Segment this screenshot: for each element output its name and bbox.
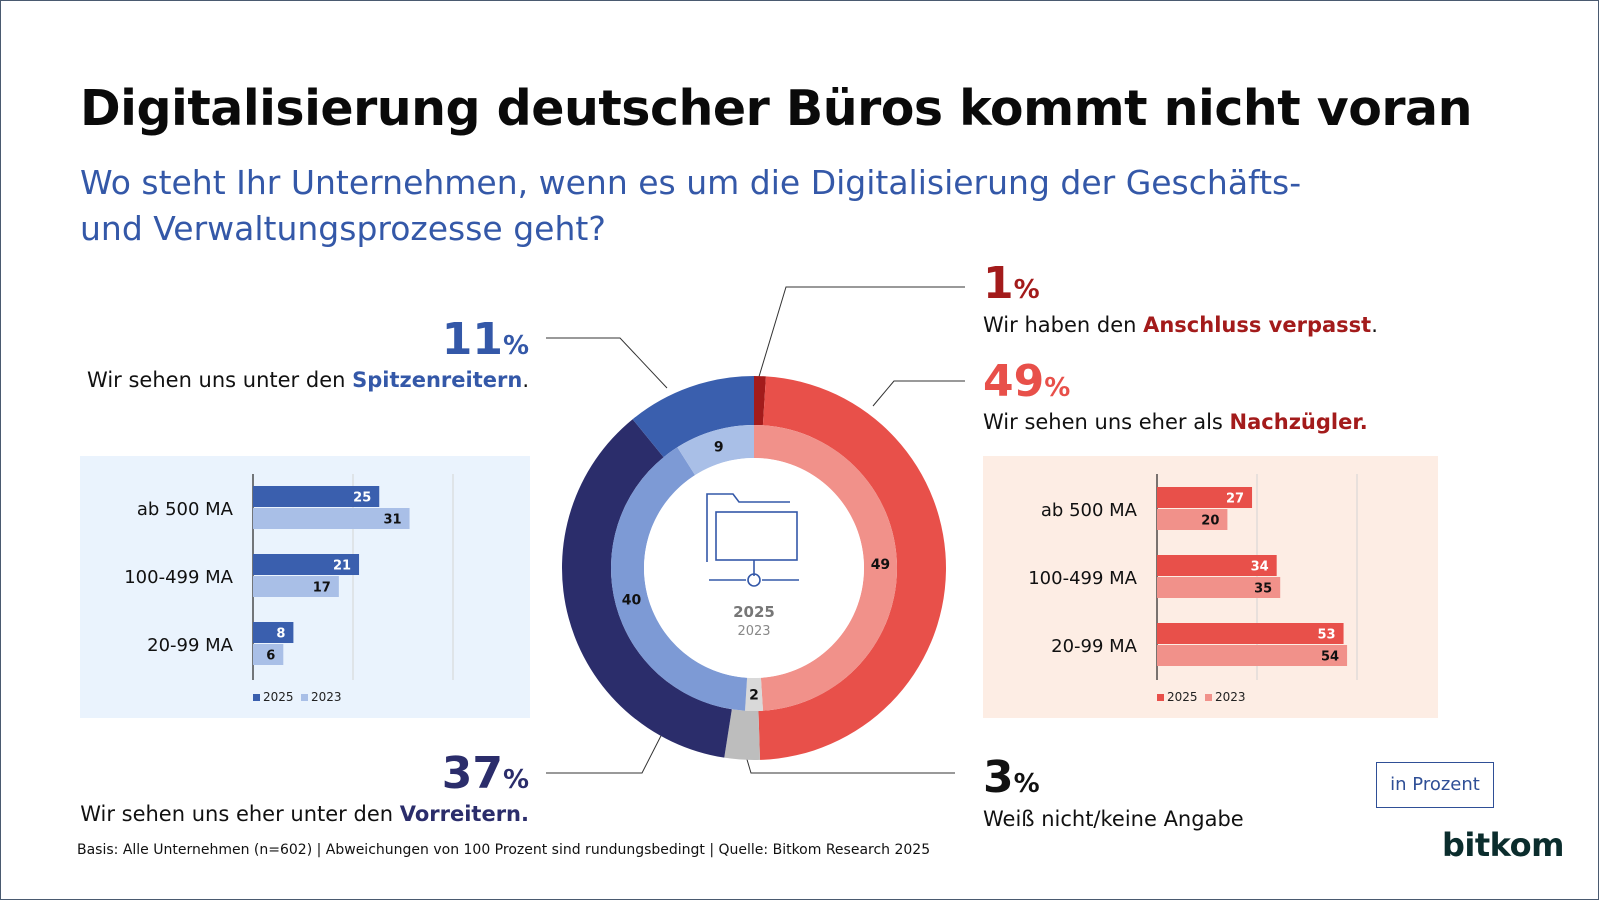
bar-2023 [253,508,410,529]
legend-label-2025: 2025 [263,690,294,704]
donut-slice-2023-spitzenreiter [677,425,754,476]
center-year-2025: 2025 [733,603,775,621]
legend-label-2023: 2023 [311,690,342,704]
page-subtitle: Wo steht Ihr Unternehmen, wenn es um die… [80,163,1302,248]
center-year-2023: 2023 [737,624,770,639]
callout-spitzenreiter-value: 11% [441,314,529,365]
bar-value-label: 6 [266,649,275,664]
donut-slice-2025-weiss_nicht [724,709,760,760]
donut-slice-2023-weiss_nicht [745,677,763,711]
bar-2025 [253,622,294,643]
category-label: ab 500 MA [1041,500,1138,521]
category-label: 20-99 MA [1051,636,1138,657]
bar-value-label: 21 [333,559,351,574]
donut-label-vorreiter: 40 [622,592,642,608]
bar-value-label: 8 [276,627,285,642]
legend-label-2025: 2025 [1167,690,1198,704]
callout-nachzuegler-value: 49% [983,356,1071,407]
category-label: 20-99 MA [147,635,234,656]
legend-swatch-2023 [301,694,308,701]
bar-value-label: 34 [1251,560,1269,575]
bar-2023 [253,576,339,597]
bar-value-label: 53 [1317,628,1335,643]
donut-slice-2025-nachzuegler [758,376,946,760]
bar-2023 [1157,577,1281,598]
donut-label-nachzuegler: 49 [871,557,890,573]
donut-slice-2025-verpasst [754,376,766,426]
folder-network-icon [706,493,799,587]
bar-2023 [1157,509,1228,530]
donut-label-spitzenreiter: 9 [714,440,724,456]
unit-badge: in Prozent [1376,762,1494,808]
footer-source: Basis: Alle Unternehmen (n=602) | Abweic… [77,842,931,858]
bar-2025 [253,554,360,575]
callout-vorreiter-value: 37% [441,748,529,799]
leader-verpasst [757,286,965,381]
bar-2025 [1157,623,1344,644]
bar-2023 [1157,645,1348,666]
donut-slice-2025-vorreiter [561,419,732,758]
leader-spitzenreiter [546,337,668,389]
bar-value-label: 27 [1226,492,1244,507]
bar-value-label: 31 [383,513,401,528]
bar-value-label: 54 [1321,650,1339,665]
page-title: Digitalisierung deutscher Büros kommt ni… [80,80,1472,137]
bar-value-label: 17 [313,581,331,596]
callout-vorreiter-text: Wir sehen uns eher unter den Vorreitern. [80,802,529,826]
donut-slice-2025-spitzenreiter [632,376,754,458]
bar-2023 [253,644,284,665]
bar-value-label: 35 [1254,582,1272,597]
bar-2025 [1157,487,1253,508]
bar-2025 [253,486,380,507]
callout-weiss-nicht-value: 3% [983,752,1040,803]
leader-vorreiter [546,723,668,774]
callout-verpasst-value: 1% [983,258,1040,309]
legend-label-2023: 2023 [1215,690,1246,704]
bar-chart-nachzuegler: ab 500 MA 27 20 100-499 MA 34 35 20-99 MA 53 54 2… [1028,474,1358,704]
callout-weiss-nicht-text: Weiß nicht/keine Angabe [983,807,1244,831]
donut-chart: 49 2 40 9 2025 2023 [561,376,946,760]
bitkom-logo: bitkom [1442,826,1564,864]
bar-2025 [1157,555,1277,576]
callout-nachzuegler-text: Wir sehen uns eher als Nachzügler. [983,410,1368,434]
donut-slice-2023-nachzuegler [754,425,897,711]
callout-spitzenreiter-text: Wir sehen uns unter den Spitzenreitern. [87,368,529,392]
legend-swatch-2025 [1157,694,1164,701]
bar-value-label: 20 [1201,514,1219,529]
donut-label-weiss_nicht: 2 [749,688,759,704]
leader-nachzuegler [872,380,965,407]
callout-verpasst-text: Wir haben den Anschluss verpasst. [983,313,1378,337]
category-label: 100-499 MA [124,567,233,588]
bar-value-label: 25 [353,491,371,506]
legend-swatch-2025 [253,694,260,701]
legend-swatch-2023 [1205,694,1212,701]
category-label: ab 500 MA [137,499,234,520]
donut-slice-2023-vorreiter [611,447,748,711]
category-label: 100-499 MA [1028,568,1137,589]
